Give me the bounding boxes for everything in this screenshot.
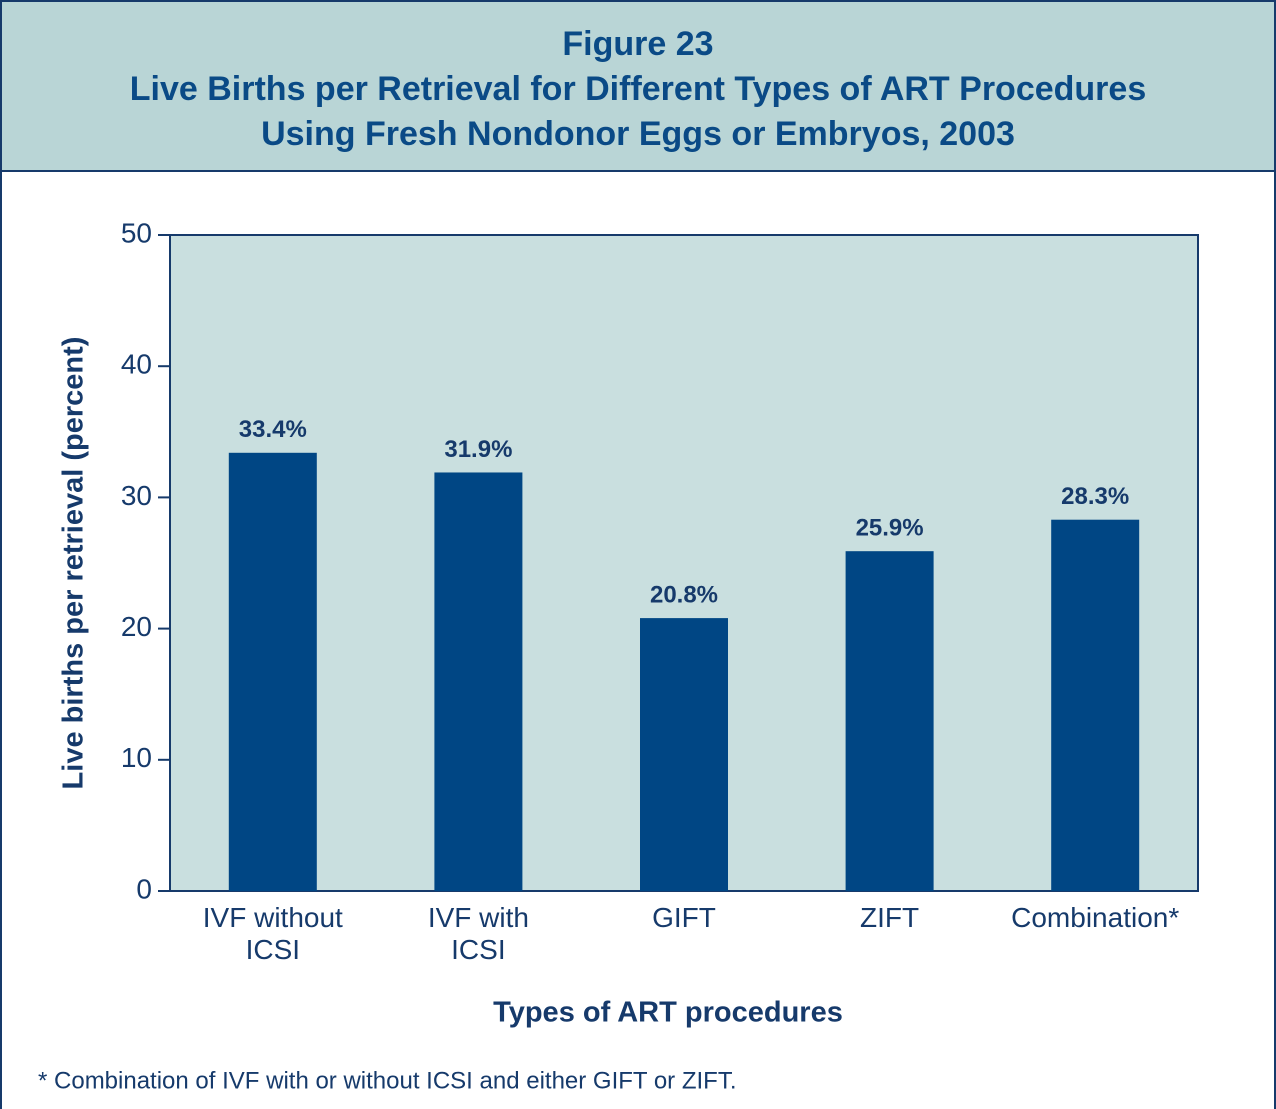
chart-title: Using Fresh Nondonor Eggs or Embryos, 20… — [261, 115, 1015, 153]
header-band — [0, 0, 1276, 172]
x-tick-label: IVF with ICSI — [428, 902, 529, 965]
x-tick-label: IVF without ICSI — [203, 902, 343, 965]
y-tick-label: 20 — [121, 611, 152, 642]
y-tick-label: 40 — [121, 349, 152, 380]
x-tick-label-line: Combination* — [1011, 902, 1179, 933]
x-tick-label-line: ICSI — [451, 934, 505, 965]
data-label: 31.9% — [444, 436, 512, 463]
data-label: 20.8% — [650, 581, 718, 608]
data-label: 25.9% — [856, 515, 924, 542]
x-axis-label: Types of ART procedures — [493, 997, 843, 1029]
data-label: 33.4% — [239, 416, 307, 443]
y-axis-label: Live births per retrieval (percent) — [58, 337, 90, 790]
bar — [228, 452, 317, 891]
y-tick-label: 30 — [121, 480, 152, 511]
bar — [845, 551, 934, 891]
y-tick-label: 0 — [136, 873, 152, 904]
x-tick-label-line: GIFT — [652, 902, 716, 933]
x-tick-label-line: IVF without — [203, 902, 343, 933]
data-label: 28.3% — [1061, 483, 1129, 510]
chart-title: Figure 23 — [562, 25, 713, 63]
chart-title: Live Births per Retrieval for Different … — [130, 70, 1146, 108]
y-tick-label: 50 — [121, 217, 152, 248]
x-tick-label: GIFT — [652, 902, 716, 933]
bar — [640, 618, 728, 891]
x-tick-label: Combination* — [1011, 902, 1179, 933]
footnote: * Combination of IVF with or without ICS… — [38, 1067, 736, 1094]
y-tick-label: 10 — [121, 742, 152, 773]
x-tick-label-line: ZIFT — [860, 902, 919, 933]
bar — [434, 472, 523, 891]
x-tick-label-line: IVF with — [428, 902, 529, 933]
x-tick-label-line: ICSI — [246, 934, 300, 965]
bar — [1051, 519, 1140, 891]
x-tick-label: ZIFT — [860, 902, 919, 933]
